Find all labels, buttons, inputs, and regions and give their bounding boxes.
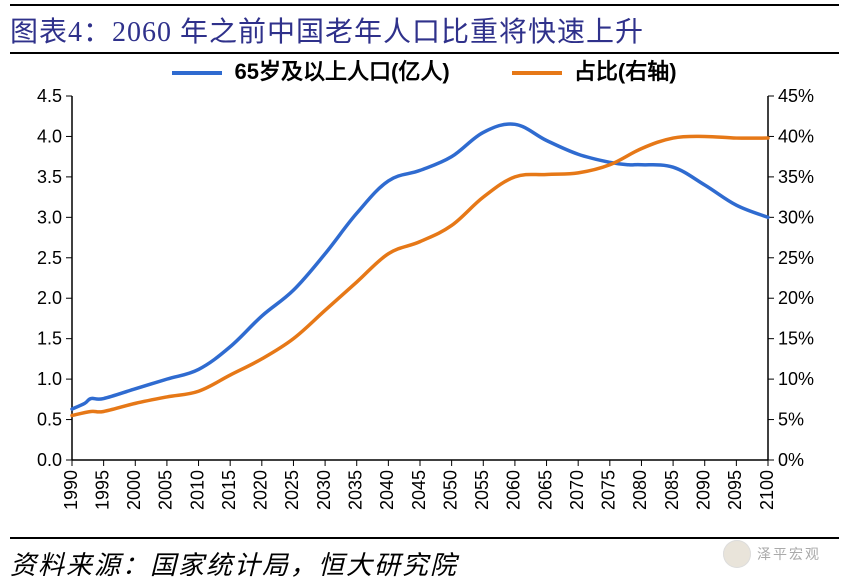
xtick-label: 1990 <box>61 470 81 510</box>
xtick-label: 2080 <box>630 470 650 510</box>
xtick-label: 2030 <box>314 470 334 510</box>
ytick-left-label: 3.5 <box>37 167 62 187</box>
legend-label-pop65: 65岁及以上人口(亿人) <box>235 59 450 84</box>
xtick-label: 2070 <box>567 470 587 510</box>
ytick-left-label: 4.5 <box>37 88 62 106</box>
legend-swatch-ratio <box>512 71 562 75</box>
legend-swatch-pop65 <box>172 71 222 75</box>
xtick-label: 2050 <box>440 470 460 510</box>
source-line: 资料来源：国家统计局，恒大研究院 泽平宏观 <box>10 537 839 582</box>
ytick-left-label: 2.5 <box>37 248 62 268</box>
xtick-label: 2075 <box>599 470 619 510</box>
legend-label-ratio: 占比(右轴) <box>574 59 677 84</box>
ytick-left-label: 1.5 <box>37 329 62 349</box>
xtick-label: 2055 <box>472 470 492 510</box>
ytick-right-label: 40% <box>778 126 814 146</box>
ytick-left-label: 0.0 <box>37 450 62 470</box>
xtick-label: 2005 <box>156 470 176 510</box>
xtick-label: 2095 <box>725 470 745 510</box>
ytick-right-label: 35% <box>778 167 814 187</box>
series-ratio <box>72 136 768 415</box>
ytick-right-label: 10% <box>778 369 814 389</box>
xtick-label: 2060 <box>504 470 524 510</box>
ytick-right-label: 20% <box>778 288 814 308</box>
ytick-right-label: 45% <box>778 88 814 106</box>
xtick-label: 2040 <box>377 470 397 510</box>
xtick-label: 2100 <box>757 470 777 510</box>
ytick-right-label: 30% <box>778 207 814 227</box>
legend-item-ratio: 占比(右轴) <box>512 54 677 86</box>
xtick-label: 2045 <box>409 470 429 510</box>
legend-item-pop65: 65岁及以上人口(亿人) <box>172 54 449 86</box>
legend: 65岁及以上人口(亿人) 占比(右轴) <box>0 54 849 86</box>
xtick-label: 2010 <box>187 470 207 510</box>
xtick-label: 2085 <box>662 470 682 510</box>
xtick-label: 2025 <box>282 470 302 510</box>
xtick-label: 2090 <box>693 470 713 510</box>
ytick-right-label: 15% <box>778 329 814 349</box>
xtick-label: 1995 <box>92 470 112 510</box>
ytick-left-label: 0.5 <box>37 410 62 430</box>
figure-title: 图表4：2060 年之前中国老年人口比重将快速上升 <box>10 4 839 54</box>
ytick-right-label: 5% <box>778 410 804 430</box>
xtick-label: 2015 <box>219 470 239 510</box>
ytick-left-label: 1.0 <box>37 369 62 389</box>
watermark-text: 泽平宏观 <box>757 544 821 564</box>
chart-svg: 0.0 0.5 1.0 1.5 2.0 2.5 3.0 3.5 4.0 4.5 0% 5% 10% 15%… <box>20 88 830 528</box>
watermark-icon <box>723 540 751 568</box>
ytick-left-label: 4.0 <box>37 126 62 146</box>
ytick-left-label: 2.0 <box>37 288 62 308</box>
xtick-label: 2035 <box>345 470 365 510</box>
ytick-left-label: 3.0 <box>37 207 62 227</box>
source-text: 资料来源：国家统计局，恒大研究院 <box>10 551 458 580</box>
series-pop65 <box>72 124 768 409</box>
xtick-label: 2020 <box>251 470 271 510</box>
ytick-right-label: 0% <box>778 450 804 470</box>
xtick-label: 2000 <box>124 470 144 510</box>
xtick-label: 2065 <box>535 470 555 510</box>
watermark: 泽平宏观 <box>723 540 821 568</box>
figure-frame: 图表4：2060 年之前中国老年人口比重将快速上升 65岁及以上人口(亿人) 占… <box>0 0 849 588</box>
ytick-right-label: 25% <box>778 248 814 268</box>
